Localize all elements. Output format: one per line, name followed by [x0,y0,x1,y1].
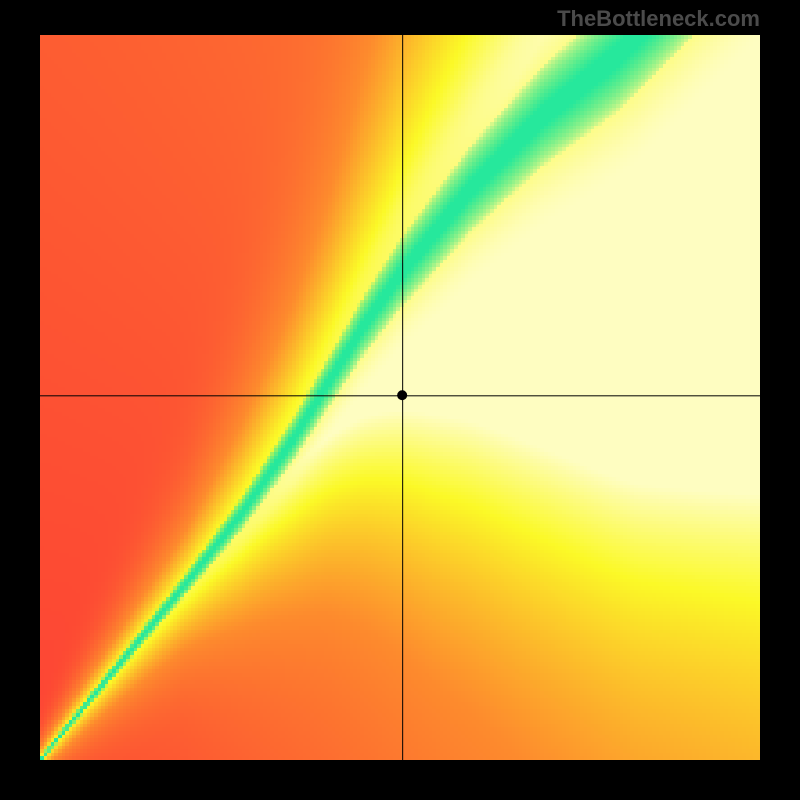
watermark-text: TheBottleneck.com [557,6,760,32]
bottleneck-heatmap [0,0,800,800]
